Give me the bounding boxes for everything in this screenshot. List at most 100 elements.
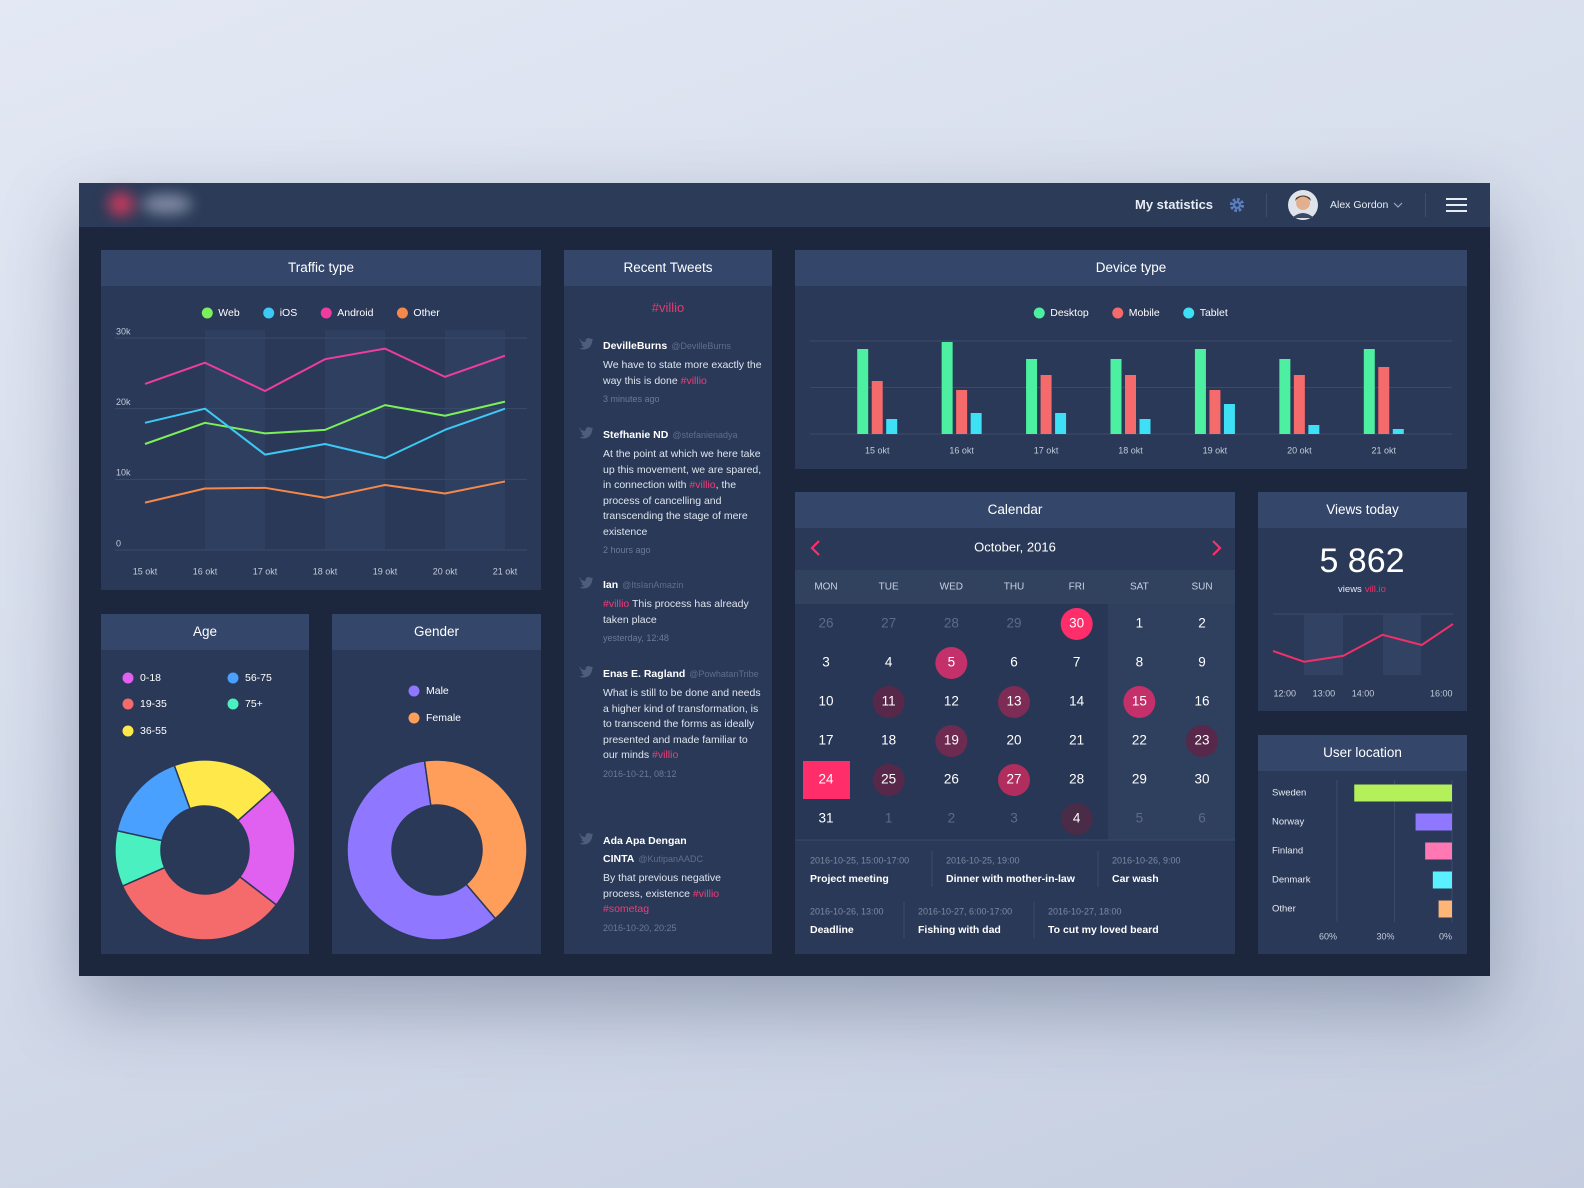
day-number[interactable]: 11 (882, 694, 896, 709)
day-number[interactable]: 1 (885, 811, 893, 826)
day-number[interactable]: 31 (818, 811, 833, 826)
settings-icon[interactable] (1228, 196, 1246, 214)
day-number[interactable]: 23 (1195, 733, 1210, 748)
caption: views (1338, 584, 1362, 595)
tweet-time: 3 minutes ago (603, 394, 660, 404)
user-name[interactable]: Alex Gordon (1330, 199, 1389, 211)
hashtag[interactable]: #villio (692, 887, 720, 900)
tweet-author[interactable]: Ada Apa Dengan CINTA (603, 835, 687, 865)
legend-swatch (408, 712, 420, 724)
event-title[interactable]: To cut my loved beard (1048, 924, 1159, 936)
hashtag[interactable]: #villio (689, 479, 716, 491)
panel-title: Traffic type (101, 250, 541, 286)
day-number[interactable]: 4 (885, 655, 893, 670)
tweet-handle[interactable]: @KutipanAADC (638, 854, 703, 864)
tweet-content: DevilleBurns @DevilleBurns We have to stat… (603, 336, 763, 404)
day-number[interactable]: 7 (1073, 655, 1081, 670)
hashtag[interactable]: #villio (652, 749, 679, 761)
tweet: Ada Apa Dengan CINTA @KutipanAADC By that … (578, 831, 766, 933)
day-number[interactable]: 2 (948, 811, 956, 826)
hashtag[interactable]: #villio (680, 374, 707, 387)
tweet-author[interactable]: Ian (603, 579, 619, 591)
weekday-label: WED (940, 582, 963, 593)
day-number[interactable]: 30 (1069, 616, 1084, 631)
event-title[interactable]: Dinner with mother-in-law (946, 873, 1076, 885)
day-number[interactable]: 3 (822, 655, 830, 670)
day-number[interactable]: 12 (944, 694, 959, 709)
x-tick-label: 18 okt (1118, 445, 1143, 455)
bar (941, 342, 953, 434)
weekday-label: THU (1004, 582, 1025, 593)
legend-label: 75+ (245, 698, 263, 710)
next-month[interactable] (1212, 540, 1222, 556)
day-number[interactable]: 1 (1136, 616, 1144, 631)
event-time: 2016-10-27, 18:00 (1048, 906, 1122, 916)
hashtag[interactable]: #villio (603, 598, 630, 610)
tweet-text: What is still to be done and needs a hig… (603, 686, 763, 764)
event-title[interactable]: Fishing with dad (918, 924, 1001, 936)
event-title[interactable]: Project meeting (810, 873, 889, 885)
event-title[interactable]: Deadline (810, 924, 854, 936)
day-number[interactable]: 29 (1132, 772, 1147, 787)
day-number[interactable]: 28 (1069, 772, 1084, 787)
hashtag[interactable]: #sometag (603, 903, 650, 915)
day-number[interactable]: 27 (1006, 772, 1021, 787)
user-menu-chevron[interactable] (1393, 201, 1403, 209)
day-number[interactable]: 20 (1006, 733, 1021, 748)
tweet-handle[interactable]: @stefanienadya (672, 430, 738, 440)
bird (579, 666, 594, 678)
day-number[interactable]: 5 (1136, 811, 1144, 826)
day-number[interactable]: 6 (1198, 811, 1206, 826)
day-number[interactable]: 2 (1198, 616, 1206, 631)
legend-label: Male (426, 685, 449, 697)
day-number[interactable]: 26 (944, 772, 959, 787)
tweet-handle[interactable]: @ItsIanAmazin (622, 580, 684, 590)
day-number[interactable]: 19 (944, 733, 959, 748)
day-number[interactable]: 29 (1006, 616, 1021, 631)
day-number[interactable]: 30 (1195, 772, 1210, 787)
bar (1209, 390, 1221, 434)
event-title[interactable]: Car wash (1112, 873, 1159, 885)
day-number[interactable]: 17 (818, 733, 833, 748)
day-number[interactable]: 21 (1069, 733, 1084, 748)
day-number[interactable]: 8 (1136, 655, 1144, 670)
source-link[interactable]: vill.io (1365, 584, 1386, 595)
x-tick-label: 20 okt (433, 566, 458, 576)
day-number[interactable]: 27 (881, 616, 896, 631)
day-number[interactable]: 5 (948, 655, 956, 670)
day-number[interactable]: 9 (1198, 655, 1206, 670)
avatar[interactable] (1288, 190, 1318, 220)
tweet-author[interactable]: Enas E. Ragland (603, 668, 686, 680)
day-number[interactable]: 13 (1006, 694, 1021, 709)
day-number[interactable]: 24 (818, 772, 834, 787)
x-tick-label: 16 okt (949, 445, 974, 455)
prev-month[interactable] (810, 540, 820, 556)
day-number[interactable]: 14 (1069, 694, 1085, 709)
day-number[interactable]: 26 (818, 616, 833, 631)
day-number[interactable]: 10 (818, 694, 833, 709)
day-highlight (1123, 686, 1156, 718)
panel-title: Gender (332, 614, 541, 650)
day-highlight (1186, 725, 1219, 757)
day-number[interactable]: 15 (1132, 694, 1147, 709)
day-number[interactable]: 16 (1195, 694, 1210, 709)
month-label: October, 2016 (974, 539, 1056, 554)
tweet-handle[interactable]: @DevilleBurns (671, 341, 731, 351)
bird (579, 338, 594, 350)
day-number[interactable]: 28 (944, 616, 959, 631)
tweet-head: Ada Apa Dengan CINTA @KutipanAADC (603, 831, 763, 867)
series-line (144, 400, 506, 445)
tweet-head: Stefhanie ND @stefanienadya (603, 425, 763, 443)
tweets-hashtag[interactable]: #villio (651, 300, 685, 315)
day-number[interactable]: 18 (881, 733, 896, 748)
tweet-handle[interactable]: @PowhatanTribe (689, 669, 759, 679)
day-number[interactable]: 22 (1132, 733, 1147, 748)
day-number[interactable]: 3 (1010, 811, 1018, 826)
day-number[interactable]: 25 (881, 772, 896, 787)
tweet-author[interactable]: Stefhanie ND (603, 429, 669, 441)
legend-label: iOS (280, 307, 298, 319)
day-number[interactable]: 6 (1010, 655, 1018, 670)
day-number[interactable]: 4 (1073, 811, 1081, 826)
tweet-author[interactable]: DevilleBurns (603, 340, 668, 352)
menu-button[interactable] (1446, 197, 1468, 213)
